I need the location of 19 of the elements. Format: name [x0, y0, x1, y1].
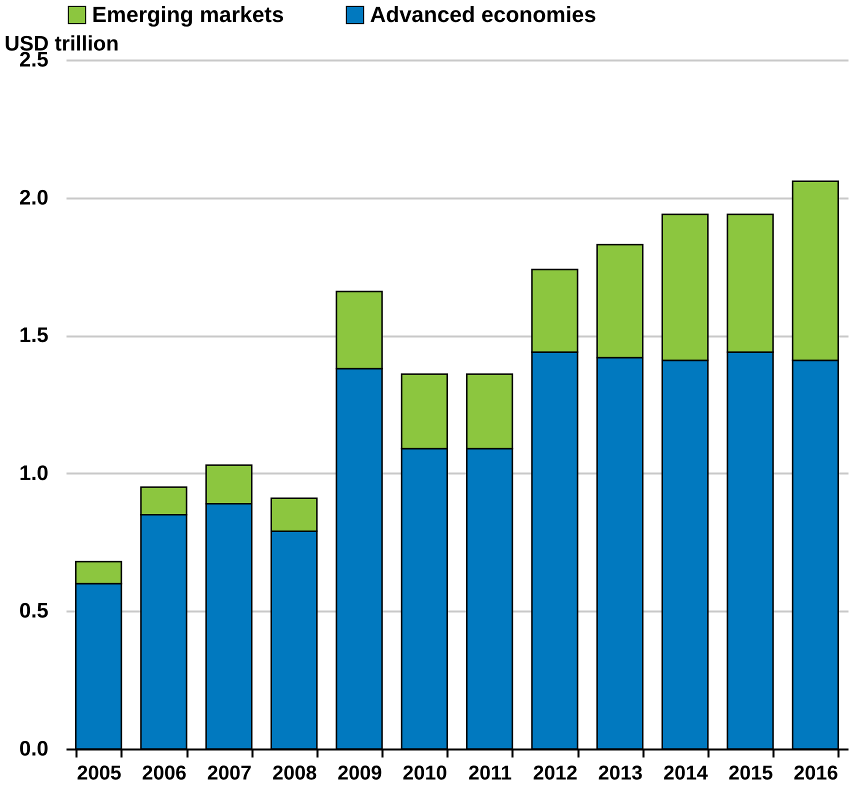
- y-tick-label: 1.0: [19, 462, 48, 485]
- x-tick-label: 2016: [794, 762, 838, 784]
- y-tick-label: 0.5: [19, 600, 49, 623]
- x-tick-label: 2010: [402, 762, 448, 784]
- x-tick-label: 2011: [468, 762, 512, 784]
- x-tick-label: 2013: [598, 762, 643, 784]
- x-tick-label: 2007: [207, 762, 252, 784]
- x-tick-label: 2006: [142, 762, 186, 784]
- legend-label: Advanced economies: [370, 2, 596, 27]
- x-tick-label: 2005: [76, 762, 122, 784]
- x-tick-label: 2015: [728, 762, 773, 784]
- legend-label: Emerging markets: [92, 2, 284, 27]
- x-tick-label: 2008: [272, 762, 317, 784]
- x-tick-label: 2012: [533, 762, 578, 784]
- x-tick-label: 2014: [663, 762, 709, 784]
- y-tick-label: 0.0: [19, 738, 48, 760]
- y-tick-label: 1.5: [19, 324, 49, 348]
- x-tick-label: 2009: [338, 762, 382, 784]
- y-tick-label: 2.0: [19, 186, 48, 210]
